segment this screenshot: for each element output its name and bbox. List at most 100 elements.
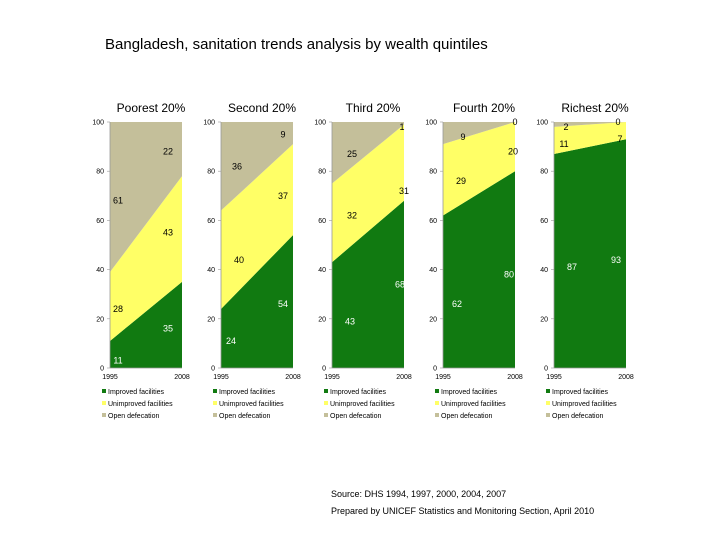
chart-panel: Poorest 20% 0 20 40 60 80 100 1995 2008 11 35 28 43 6…	[92, 101, 190, 420]
legend-swatch	[324, 401, 328, 405]
data-label-improved: 87	[567, 262, 577, 272]
y-tick-label: 80	[207, 169, 215, 176]
data-label-improved: 54	[278, 299, 288, 309]
x-tick-label: 1995	[546, 374, 562, 381]
legend-label: Open defecation	[108, 413, 159, 420]
y-tick-label: 100	[314, 120, 326, 127]
data-label-open: 22	[163, 147, 173, 157]
source-note: Source: DHS 1994, 1997, 2000, 2004, 2007…	[331, 486, 594, 520]
y-tick-label: 20	[96, 316, 104, 323]
x-tick-label: 1995	[324, 374, 340, 381]
area-unimproved	[443, 122, 515, 216]
data-label-unimproved: 20	[508, 147, 518, 157]
y-tick-label: 20	[429, 316, 437, 323]
area-improved	[332, 200, 404, 368]
y-tick-label: 80	[318, 169, 326, 176]
chart-title: Poorest 20%	[117, 101, 186, 115]
legend-label: Open defecation	[552, 413, 603, 420]
y-tick-label: 40	[540, 267, 548, 274]
legend-label: Unimproved facilities	[219, 401, 284, 408]
y-tick-label: 40	[207, 267, 215, 274]
data-label-unimproved: 43	[163, 228, 173, 238]
data-label-improved: 43	[345, 316, 355, 326]
data-label-improved: 24	[226, 336, 236, 346]
y-tick-label: 100	[536, 120, 548, 127]
y-tick-label: 80	[96, 169, 104, 176]
y-tick-label: 0	[322, 366, 326, 373]
x-tick-label: 1995	[435, 374, 451, 381]
legend-swatch	[435, 389, 439, 393]
legend-label: Unimproved facilities	[330, 401, 395, 408]
legend-label: Open defecation	[330, 413, 381, 420]
x-tick-label: 1995	[213, 374, 229, 381]
legend-label: Improved facilities	[108, 389, 165, 396]
legend-label: Unimproved facilities	[108, 401, 173, 408]
data-label-unimproved: 11	[559, 139, 568, 149]
y-tick-label: 60	[96, 218, 104, 225]
y-tick-label: 20	[207, 316, 215, 323]
data-label-open: 9	[460, 132, 465, 142]
legend-swatch	[324, 413, 328, 417]
legend-label: Open defecation	[219, 413, 270, 420]
data-label-improved: 11	[113, 356, 122, 366]
data-label-improved: 93	[611, 255, 621, 265]
y-tick-label: 80	[429, 169, 437, 176]
y-tick-label: 60	[207, 218, 215, 225]
y-tick-label: 40	[429, 267, 437, 274]
chart-title: Richest 20%	[561, 101, 629, 115]
page-title: Bangladesh, sanitation trends analysis b…	[105, 36, 488, 53]
data-label-improved: 62	[452, 299, 462, 309]
chart-title: Third 20%	[346, 101, 401, 115]
y-tick-label: 0	[100, 366, 104, 373]
y-tick-label: 0	[211, 366, 215, 373]
data-label-open: 1	[399, 122, 404, 132]
data-label-improved: 80	[504, 270, 514, 280]
area-unimproved	[221, 144, 293, 309]
legend-label: Unimproved facilities	[552, 401, 617, 408]
legend-label: Improved facilities	[441, 389, 498, 396]
area-unimproved	[110, 176, 182, 341]
data-label-open: 25	[347, 149, 357, 159]
data-label-open: 36	[232, 161, 242, 171]
area-open	[443, 122, 515, 145]
y-tick-label: 100	[92, 120, 104, 127]
data-label-open: 0	[615, 117, 620, 127]
legend-swatch	[102, 413, 106, 417]
source-line-1: Source: DHS 1994, 1997, 2000, 2004, 2007	[331, 489, 507, 499]
chart-panel: Second 20% 0 20 40 60 80 100 1995 2008 24 54 40 37 36…	[203, 101, 301, 420]
y-tick-label: 60	[540, 218, 548, 225]
legend-swatch	[102, 389, 106, 393]
y-tick-label: 20	[540, 316, 548, 323]
y-tick-label: 0	[544, 366, 548, 373]
x-tick-label: 1995	[102, 374, 118, 381]
legend-swatch	[213, 401, 217, 405]
legend-swatch	[213, 413, 217, 417]
chart-panel: Third 20% 0 20 40 60 80 100 1995 2008 43 68 32 31 25 1…	[314, 101, 412, 420]
legend-label: Improved facilities	[219, 389, 276, 396]
legend-label: Open defecation	[441, 413, 492, 420]
y-tick-label: 40	[96, 267, 104, 274]
x-tick-label: 2008	[396, 374, 412, 381]
data-label-unimproved: 28	[113, 304, 123, 314]
y-tick-label: 60	[318, 218, 326, 225]
data-label-unimproved: 40	[234, 255, 244, 265]
x-tick-label: 2008	[618, 374, 634, 381]
x-tick-label: 2008	[285, 374, 301, 381]
y-tick-label: 60	[429, 218, 437, 225]
area-unimproved	[554, 122, 626, 154]
legend-swatch	[546, 413, 550, 417]
data-label-unimproved: 32	[347, 210, 357, 220]
data-label-improved: 68	[395, 279, 405, 289]
chart-title: Second 20%	[228, 101, 296, 115]
x-tick-label: 2008	[507, 374, 523, 381]
legend-swatch	[435, 401, 439, 405]
y-tick-label: 100	[203, 120, 215, 127]
data-label-open: 2	[563, 122, 568, 132]
y-tick-label: 40	[318, 267, 326, 274]
x-tick-label: 2008	[174, 374, 190, 381]
data-label-open: 9	[280, 129, 285, 139]
legend-swatch	[213, 389, 217, 393]
legend-swatch	[546, 401, 550, 405]
